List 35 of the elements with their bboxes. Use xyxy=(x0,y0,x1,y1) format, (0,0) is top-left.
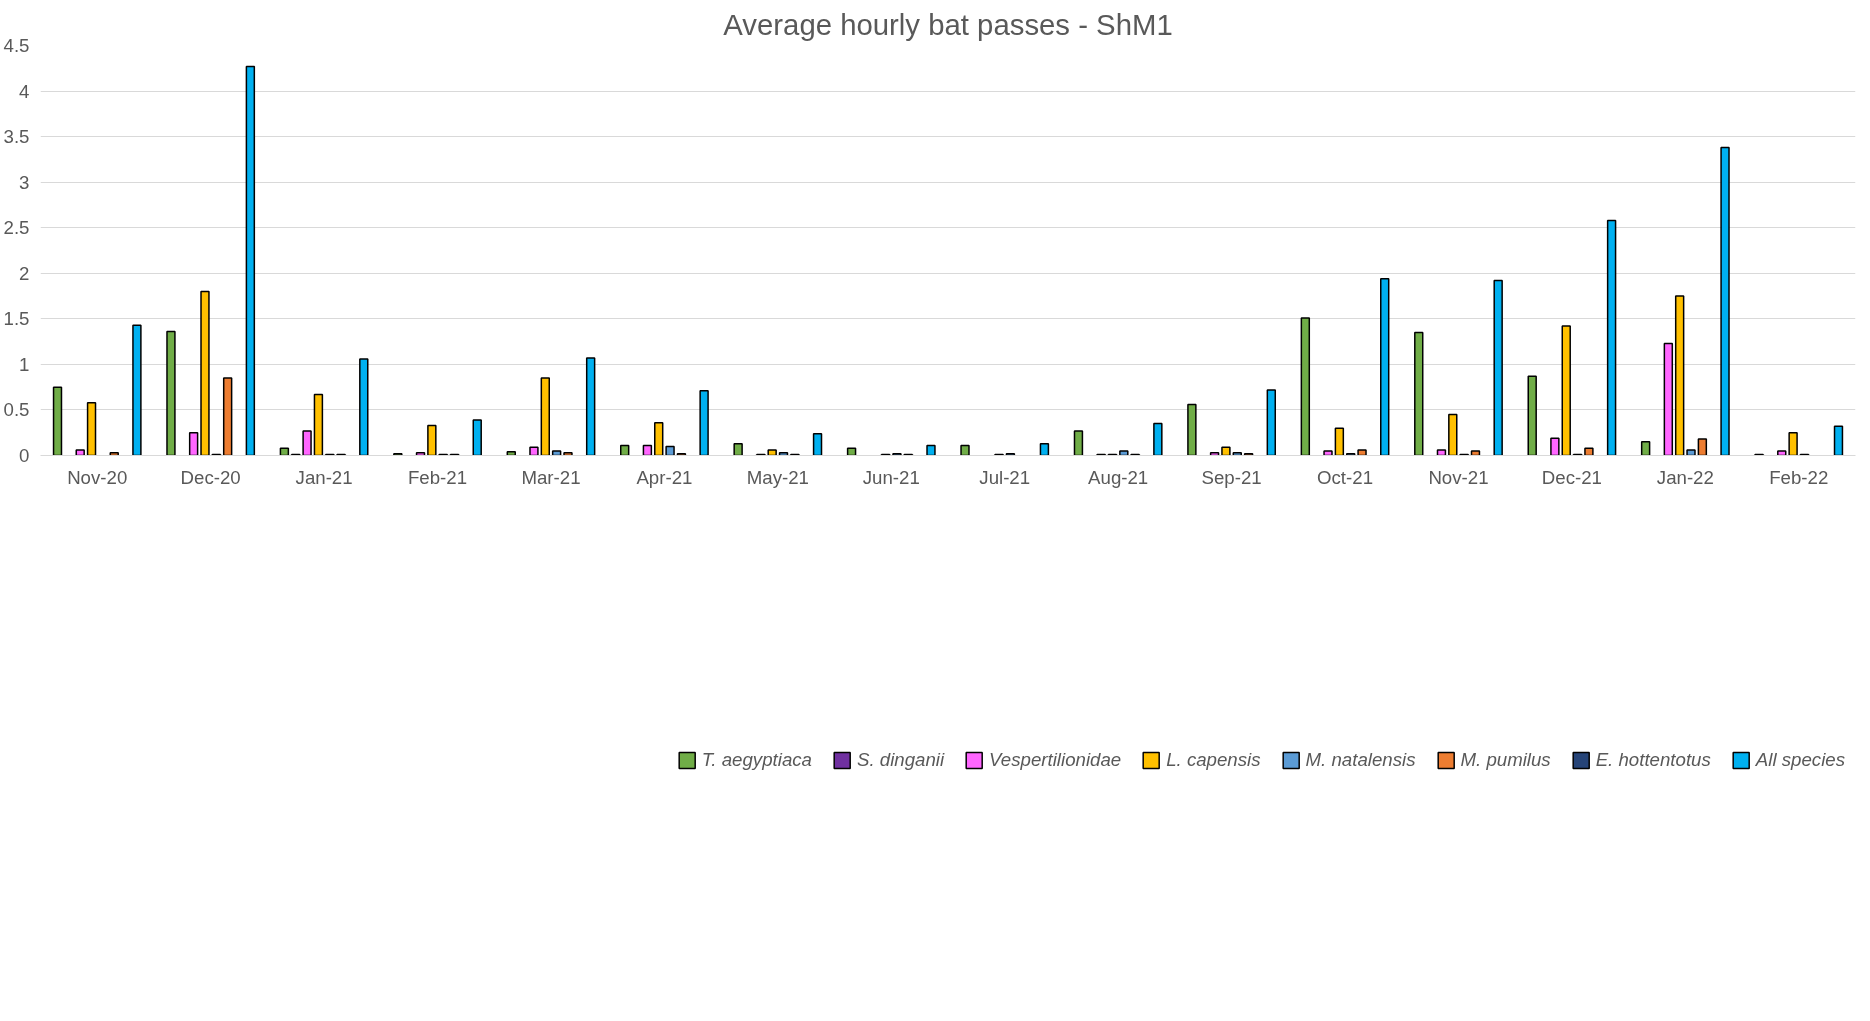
legend-label: M. natalensis xyxy=(1305,749,1416,771)
x-tick-label: Dec-21 xyxy=(1541,466,1602,488)
x-tick-label: Nov-21 xyxy=(1428,466,1489,488)
x-tick-label: Oct-21 xyxy=(1317,466,1374,488)
y-tick-label: 1.5 xyxy=(3,308,30,330)
legend-label: E. hottentotus xyxy=(1595,749,1711,771)
y-tick-label: 4.5 xyxy=(3,35,30,56)
x-tick-label: Jul-21 xyxy=(979,466,1031,488)
legend-label: S. dinganii xyxy=(856,749,945,771)
y-tick-label: 3 xyxy=(19,171,30,193)
x-tick-label: May-21 xyxy=(746,466,809,488)
x-tick-label: Sep-21 xyxy=(1201,466,1262,488)
x-tick-label: Feb-21 xyxy=(407,466,468,488)
y-tick-label: 1 xyxy=(19,353,30,375)
x-tick-label: Apr-21 xyxy=(636,466,693,488)
legend-label: All species xyxy=(1755,749,1845,771)
y-tick-label: 2.5 xyxy=(3,217,30,239)
legend-label: L. capensis xyxy=(1166,749,1261,771)
legend-label: Vespertilionidae xyxy=(989,749,1122,771)
x-tick-label: Dec-20 xyxy=(180,466,241,488)
x-tick-label: Jan-21 xyxy=(295,466,353,488)
y-tick-label: 0.5 xyxy=(3,399,30,421)
x-tick-label: Jun-21 xyxy=(862,466,920,488)
x-tick-label: Mar-21 xyxy=(521,466,581,488)
legend-label: M. pumilus xyxy=(1460,749,1551,771)
y-tick-label: 2 xyxy=(19,262,30,284)
y-tick-label: 4 xyxy=(19,80,30,102)
x-tick-label: Nov-20 xyxy=(67,466,128,488)
legend-label: T. aegyptiaca xyxy=(701,749,812,771)
y-tick-label: 3.5 xyxy=(3,126,30,148)
y-tick-label: 0 xyxy=(19,445,30,466)
x-tick-label: Feb-22 xyxy=(1769,466,1829,488)
x-tick-label: Jan-22 xyxy=(1656,466,1714,488)
chart-title: Average hourly bat passes - ShM1 xyxy=(723,7,1173,41)
x-tick-label: Aug-21 xyxy=(1088,466,1149,488)
